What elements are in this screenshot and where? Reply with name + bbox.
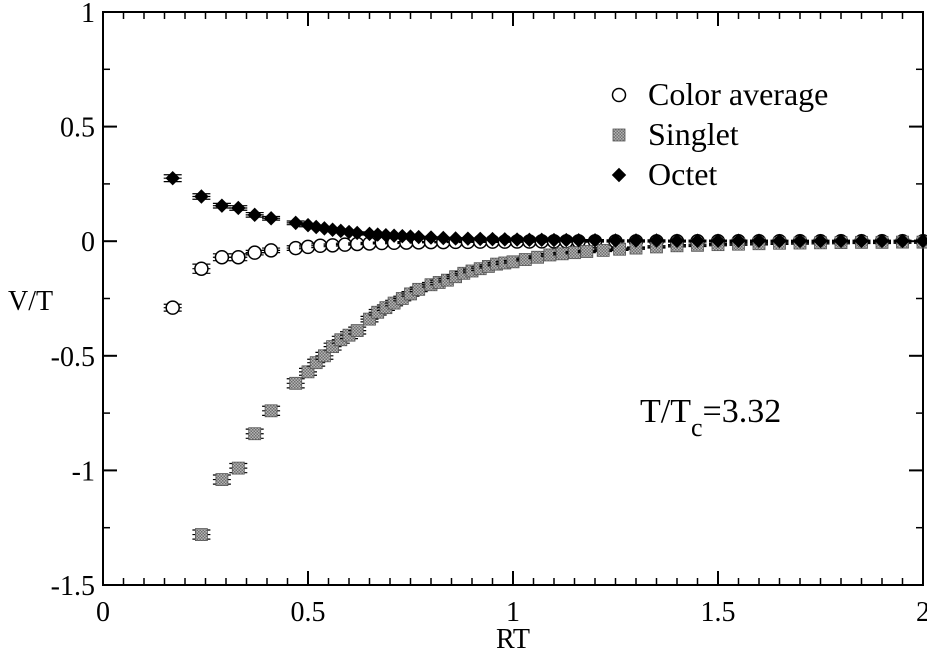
data-point: [874, 233, 890, 249]
data-point: [423, 230, 439, 245]
legend-entry: Octet: [611, 156, 717, 192]
data-point: [580, 245, 594, 258]
y-axis-label: V/T: [8, 286, 53, 317]
data-point: [833, 233, 849, 249]
data-point: [497, 232, 513, 247]
data-point: [485, 231, 500, 247]
data-point: [264, 404, 278, 418]
data-point: [772, 233, 787, 249]
y-tick-label: -0.5: [51, 342, 95, 373]
data-point: [460, 231, 476, 246]
data-point: [731, 233, 746, 248]
x-tick-label: 1.5: [701, 597, 736, 628]
data-point: [813, 233, 828, 249]
data-point: [649, 233, 664, 248]
data-point: [522, 232, 537, 248]
x-axis-label: RT: [496, 624, 530, 650]
data-point: [231, 249, 246, 265]
data-point: [448, 231, 463, 246]
data-point: [792, 233, 808, 249]
data-point: [194, 189, 209, 204]
data-point: [231, 461, 245, 475]
data-point: [194, 261, 209, 276]
data-point: [194, 528, 208, 541]
legend-marker: [611, 167, 627, 183]
legend-label: Octet: [648, 156, 717, 192]
data-point: [214, 198, 230, 213]
data-point: [165, 170, 180, 186]
legend-label: Singlet: [648, 116, 739, 152]
data-point: [247, 207, 262, 223]
legend-entry: Color average: [611, 76, 828, 112]
y-tick-label: 0: [81, 227, 95, 258]
x-tick-label: 2: [916, 597, 927, 628]
data-point: [854, 233, 869, 249]
data-point: [915, 233, 927, 249]
data-point: [608, 233, 623, 248]
annotation-prefix: T/T: [640, 393, 691, 430]
x-tick-label: 1: [506, 597, 520, 628]
axes: 0 0.5 1 1.5 2 -1.5 -1 -0.5 0 0.5 1: [51, 0, 927, 628]
data-point: [247, 245, 262, 260]
data-point: [534, 232, 549, 248]
data-point: [350, 324, 364, 337]
data-point: [288, 215, 303, 231]
series-singlet: [192, 235, 927, 541]
data-point: [571, 233, 586, 248]
data-point: [559, 232, 574, 248]
y-tick-label: -1.5: [51, 571, 95, 602]
data-point: [628, 233, 644, 248]
legend-entry: Singlet: [612, 116, 739, 152]
x-tick-label: 0: [96, 597, 110, 628]
y-tick-label: -1: [72, 456, 95, 487]
data-point: [263, 211, 279, 226]
data-point: [289, 376, 303, 390]
legend-marker: [611, 87, 627, 103]
y-tick-label: 0.5: [60, 113, 95, 144]
data-layer: [163, 170, 927, 541]
data-point: [895, 233, 910, 249]
data-point: [325, 238, 340, 253]
data-point: [587, 233, 603, 248]
temperature-annotation: T/Tc=3.32: [640, 393, 781, 442]
data-point: [288, 240, 303, 256]
annotation-suffix: =3.32: [703, 393, 782, 430]
y-tick-label: 1: [81, 0, 95, 29]
data-point: [472, 231, 488, 247]
legend-label: Color average: [648, 76, 828, 112]
data-point: [596, 243, 610, 257]
data-point: [300, 239, 316, 255]
data-point: [436, 230, 451, 246]
series-color-average: [163, 233, 927, 315]
legend-marker: [612, 128, 626, 142]
data-point: [214, 249, 230, 265]
data-point: [690, 233, 705, 248]
data-point: [263, 243, 279, 258]
data-point: [411, 229, 426, 245]
x-tick-label: 0.5: [291, 597, 326, 628]
data-point: [215, 473, 229, 486]
data-point: [710, 233, 726, 248]
data-point: [669, 233, 685, 248]
data-point: [546, 232, 562, 248]
annotation-subscript: c: [691, 413, 703, 442]
series-octet: [163, 170, 927, 249]
data-point: [751, 233, 767, 248]
legend: Color average Singlet Octet: [611, 76, 828, 192]
data-point: [509, 232, 525, 247]
data-point: [231, 200, 246, 216]
data-point: [165, 300, 180, 315]
data-point: [349, 225, 365, 241]
data-point: [248, 427, 262, 441]
